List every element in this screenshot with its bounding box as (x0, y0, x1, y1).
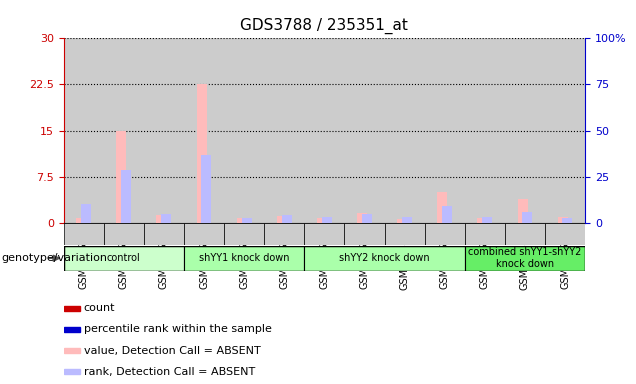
Bar (362, 214, 372, 223)
Bar (184, 223, 224, 245)
Bar (425, 223, 465, 245)
Bar (64, 223, 104, 245)
Bar (277, 216, 287, 223)
Text: genotype/variation: genotype/variation (1, 253, 107, 263)
Bar (264, 38, 304, 223)
Bar (237, 218, 247, 223)
Bar (121, 170, 131, 223)
Bar (224, 38, 264, 223)
Bar (64, 369, 80, 374)
Title: GDS3788 / 235351_at: GDS3788 / 235351_at (240, 18, 408, 34)
Bar (545, 38, 585, 223)
Text: shYY2 knock down: shYY2 knock down (339, 253, 430, 263)
Bar (522, 212, 532, 223)
Bar (104, 38, 144, 223)
Bar (465, 223, 505, 245)
Bar (64, 38, 104, 223)
Bar (465, 38, 505, 223)
Bar (505, 38, 545, 223)
Bar (465, 246, 585, 271)
Text: count: count (84, 303, 115, 313)
Bar (76, 218, 86, 223)
Text: rank, Detection Call = ABSENT: rank, Detection Call = ABSENT (84, 367, 255, 377)
Bar (144, 38, 184, 223)
Bar (162, 214, 171, 223)
Text: control: control (107, 253, 141, 263)
Bar (478, 218, 487, 223)
Bar (184, 38, 224, 223)
Bar (518, 199, 527, 223)
Bar (282, 215, 292, 223)
Bar (64, 306, 80, 311)
Bar (64, 246, 184, 271)
Bar (442, 205, 452, 223)
Bar (184, 246, 304, 271)
Bar (197, 84, 207, 223)
Text: value, Detection Call = ABSENT: value, Detection Call = ABSENT (84, 346, 261, 356)
Bar (144, 223, 184, 245)
Bar (322, 217, 332, 223)
Bar (304, 246, 465, 271)
Bar (224, 223, 264, 245)
Bar (202, 155, 211, 223)
Bar (397, 219, 407, 223)
Bar (385, 223, 425, 245)
Bar (357, 213, 367, 223)
Bar (438, 192, 447, 223)
Bar (558, 217, 568, 223)
Bar (402, 217, 412, 223)
Bar (64, 327, 80, 332)
Text: combined shYY1-shYY2
knock down: combined shYY1-shYY2 knock down (468, 247, 582, 269)
Bar (64, 348, 80, 353)
Bar (505, 223, 545, 245)
Bar (317, 218, 327, 223)
Bar (116, 131, 127, 223)
Bar (562, 218, 572, 223)
Bar (345, 223, 385, 245)
Text: percentile rank within the sample: percentile rank within the sample (84, 324, 272, 334)
Bar (242, 218, 252, 223)
Bar (345, 38, 385, 223)
Text: shYY1 knock down: shYY1 knock down (199, 253, 289, 263)
Bar (264, 223, 304, 245)
Bar (304, 38, 345, 223)
Bar (425, 38, 465, 223)
Bar (304, 223, 345, 245)
Bar (385, 38, 425, 223)
Bar (104, 223, 144, 245)
Bar (482, 217, 492, 223)
Bar (545, 223, 585, 245)
Bar (81, 204, 91, 223)
Bar (156, 215, 167, 223)
